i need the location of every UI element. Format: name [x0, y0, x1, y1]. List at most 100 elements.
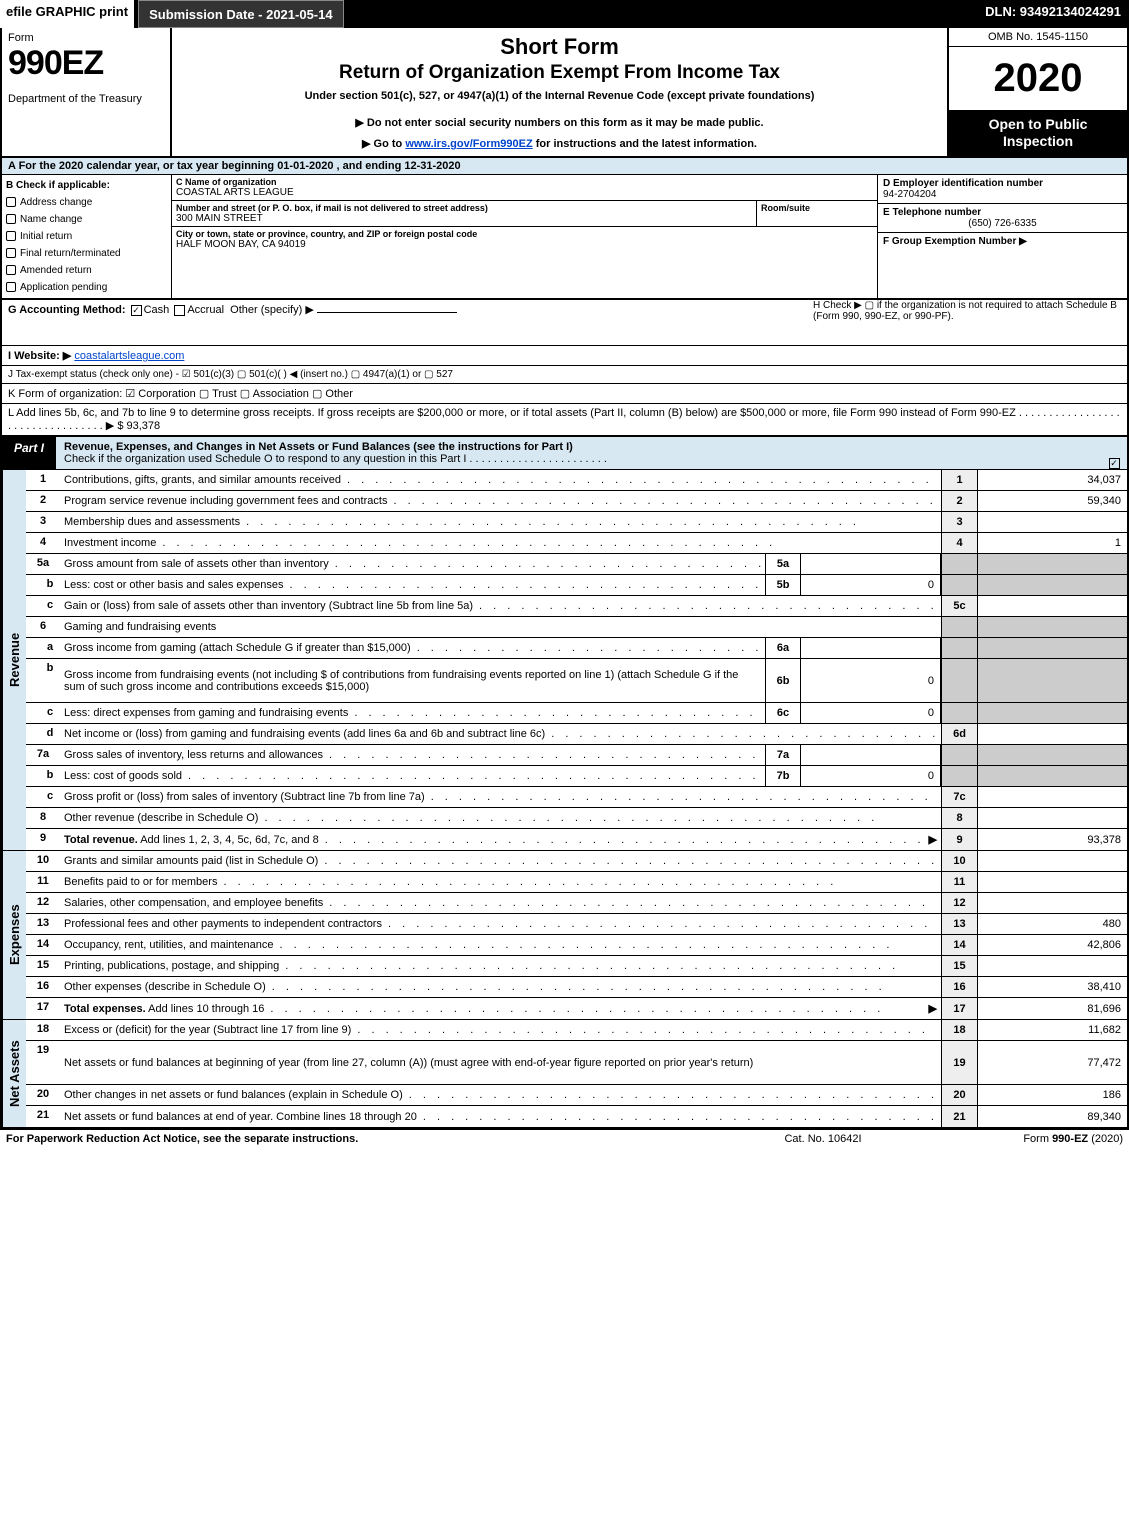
line-row: 15Printing, publications, postage, and s… [26, 956, 1127, 977]
goto-link[interactable]: www.irs.gov/Form990EZ [405, 138, 532, 150]
rt-amount: 89,340 [977, 1106, 1127, 1127]
part-title-text: Revenue, Expenses, and Changes in Net As… [64, 441, 573, 453]
goto-line: ▶ Go to www.irs.gov/Form990EZ for instru… [182, 137, 937, 150]
line-row: cGain or (loss) from sale of assets othe… [26, 596, 1127, 617]
mid-line-number: 6b [765, 659, 801, 702]
dln: DLN: 93492134024291 [977, 0, 1129, 28]
line-number: 3 [26, 512, 60, 532]
other-specify[interactable] [317, 312, 457, 313]
box-b: B Check if applicable: Address change Na… [2, 175, 172, 298]
rt-shaded [941, 659, 977, 702]
rt-line-number: 9 [941, 829, 977, 850]
line-description: Grants and similar amounts paid (list in… [60, 851, 941, 871]
part-checkbox[interactable]: ✓ [1101, 437, 1127, 469]
mid-line-number: 6c [765, 703, 801, 723]
line-k: K Form of organization: ☑ Corporation ▢ … [0, 384, 1129, 404]
rt-amount: 38,410 [977, 977, 1127, 997]
rt-line-number: 18 [941, 1020, 977, 1040]
rt-line-number: 1 [941, 470, 977, 490]
line-description: Investment income. . . . . . . . . . . .… [60, 533, 941, 553]
line-row: 19Net assets or fund balances at beginni… [26, 1041, 1127, 1085]
part-subtitle: Check if the organization used Schedule … [64, 453, 607, 465]
cb-label: Name change [20, 214, 82, 225]
box-f: F Group Exemption Number ▶ [878, 233, 1127, 298]
mid-line-number: 7a [765, 745, 801, 765]
line-row: 3Membership dues and assessments. . . . … [26, 512, 1127, 533]
expenses-section: Expenses 10Grants and similar amounts pa… [0, 851, 1129, 1020]
cb-accrual[interactable] [174, 305, 185, 316]
line-number: 5a [26, 554, 60, 574]
line-number: 13 [26, 914, 60, 934]
efile-label[interactable]: efile GRAPHIC print [0, 0, 134, 28]
cb-cash[interactable]: ✓ [131, 305, 142, 316]
accrual-label: Accrual [187, 304, 224, 316]
rt-amount: 59,340 [977, 491, 1127, 511]
cb-final-return[interactable]: Final return/terminated [6, 245, 167, 262]
line-number: 6 [26, 617, 60, 637]
cb-amended-return[interactable]: Amended return [6, 262, 167, 279]
entity-block: B Check if applicable: Address change Na… [0, 175, 1129, 300]
expenses-body: 10Grants and similar amounts paid (list … [26, 851, 1127, 1019]
expenses-side-label: Expenses [2, 851, 26, 1019]
revenue-side-label: Revenue [2, 470, 26, 850]
rt-line-number: 12 [941, 893, 977, 913]
form-label: Form [8, 32, 164, 44]
rt-line-number: 13 [941, 914, 977, 934]
line-number: 11 [26, 872, 60, 892]
header-center: Short Form Return of Organization Exempt… [172, 28, 947, 156]
rt-line-number: 2 [941, 491, 977, 511]
line-number: 20 [26, 1085, 60, 1105]
line-row: dNet income or (loss) from gaming and fu… [26, 724, 1127, 745]
rt-amount [977, 512, 1127, 532]
mid-line-number: 5b [765, 575, 801, 595]
rt-amount [977, 956, 1127, 976]
rt-shaded-amt [977, 554, 1127, 574]
line-row: 2Program service revenue including gover… [26, 491, 1127, 512]
rt-line-number: 15 [941, 956, 977, 976]
rt-line-number: 19 [941, 1041, 977, 1084]
line-description: Excess or (deficit) for the year (Subtra… [60, 1020, 941, 1040]
line-row: bLess: cost or other basis and sales exp… [26, 575, 1127, 596]
rt-amount: 1 [977, 533, 1127, 553]
rt-amount [977, 596, 1127, 616]
line-h: H Check ▶ ▢ if the organization is not r… [813, 300, 1123, 322]
line-row: bGross income from fundraising events (n… [26, 659, 1127, 703]
line-row: 16Other expenses (describe in Schedule O… [26, 977, 1127, 998]
rt-shaded-amt [977, 575, 1127, 595]
line-l: L Add lines 5b, 6c, and 7b to line 9 to … [0, 404, 1129, 437]
city-row: City or town, state or province, country… [172, 227, 877, 298]
rt-amount: 480 [977, 914, 1127, 934]
cb-name-change[interactable]: Name change [6, 211, 167, 228]
line-description: Gross profit or (loss) from sales of inv… [60, 787, 941, 807]
cb-address-change[interactable]: Address change [6, 194, 167, 211]
line-number: c [26, 787, 60, 807]
box-d: D Employer identification number 94-2704… [878, 175, 1127, 204]
form-number: 990EZ [8, 44, 164, 83]
g-pre: G Accounting Method: [8, 304, 129, 316]
cb-label: Amended return [20, 265, 92, 276]
cb-initial-return[interactable]: Initial return [6, 228, 167, 245]
line-number: 18 [26, 1020, 60, 1040]
line-number: a [26, 638, 60, 658]
website-link[interactable]: coastalartsleague.com [74, 350, 184, 362]
rt-shaded [941, 575, 977, 595]
submission-date: Submission Date - 2021-05-14 [138, 0, 344, 28]
cb-label: Address change [20, 197, 92, 208]
spacer [344, 0, 978, 28]
rt-amount [977, 872, 1127, 892]
line-number: 14 [26, 935, 60, 955]
city-label: City or town, state or province, country… [176, 229, 873, 239]
line-number: 8 [26, 808, 60, 828]
mid-line-number: 6a [765, 638, 801, 658]
rt-line-number: 20 [941, 1085, 977, 1105]
ein-label: D Employer identification number [883, 178, 1122, 189]
catalog-number: Cat. No. 10642I [723, 1133, 923, 1145]
cb-application-pending[interactable]: Application pending [6, 279, 167, 296]
paperwork-notice: For Paperwork Reduction Act Notice, see … [6, 1133, 723, 1145]
rt-line-number: 14 [941, 935, 977, 955]
period-line: A For the 2020 calendar year, or tax yea… [0, 158, 1129, 175]
line-number: 2 [26, 491, 60, 511]
mid-line-number: 5a [765, 554, 801, 574]
rt-amount [977, 724, 1127, 744]
line-number: c [26, 703, 60, 723]
